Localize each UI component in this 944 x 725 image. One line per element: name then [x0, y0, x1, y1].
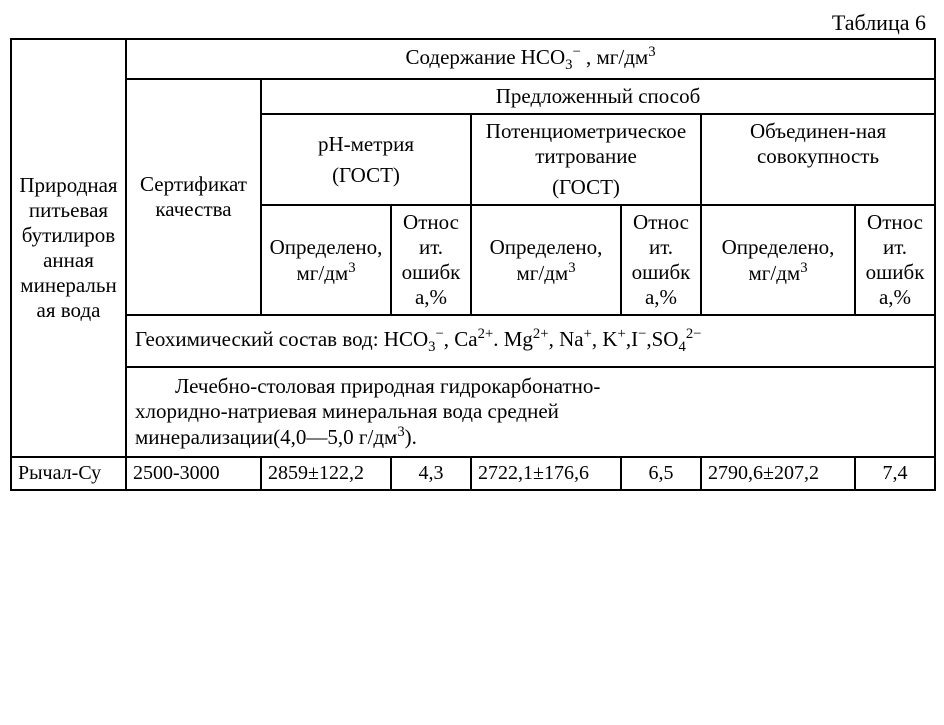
- cell-e2: 6,5: [621, 457, 701, 490]
- header-cert-text: Сертификат качества: [140, 172, 247, 221]
- row-header-water-text: Природная питьевая бутилированная минера…: [19, 173, 117, 322]
- cell-v3: 2790,6±207,2: [701, 457, 855, 490]
- cell-e3: 7,4: [855, 457, 935, 490]
- subheader-err-3: Относит. ошибка,%: [855, 205, 935, 315]
- table-caption: Таблица 6: [10, 10, 934, 36]
- geochem-row: Геохимический состав вод: HCO3−, Ca2+. M…: [126, 315, 935, 367]
- table-row: Рычал-Су 2500-3000 2859±122,2 4,3 2722,1…: [11, 457, 935, 490]
- header-main-text: Содержание HCO3− , мг/дм3: [405, 45, 655, 69]
- subheader-err-1: Относит. ошибка,%: [391, 205, 471, 315]
- cell-v1: 2859±122,2: [261, 457, 391, 490]
- header-cert: Сертификат качества: [126, 79, 261, 315]
- cell-cert: 2500-3000: [126, 457, 261, 490]
- cell-e1: 4,3: [391, 457, 471, 490]
- header-proposed: Предложенный способ: [261, 79, 935, 114]
- cell-name: Рычал-Су: [11, 457, 126, 490]
- description-row: Лечебно-столовая природная гидрокарбонат…: [126, 367, 935, 457]
- geochem-text: Геохимический состав вод: HCO3−, Ca2+. M…: [135, 327, 701, 351]
- subheader-det-1: Определено, мг/дм3: [261, 205, 391, 315]
- header-method-ph: pH-метрия (ГОСТ): [261, 114, 471, 205]
- description-text: Лечебно-столовая природная гидрокарбонат…: [135, 374, 926, 399]
- header-main: Содержание HCO3− , мг/дм3: [126, 39, 935, 79]
- header-proposed-text: Предложенный способ: [496, 84, 701, 108]
- subheader-err-2: Относит. ошибка,%: [621, 205, 701, 315]
- subheader-det-2: Определено, мг/дм3: [471, 205, 621, 315]
- data-table: Природная питьевая бутилированная минера…: [10, 38, 936, 491]
- cell-v2: 2722,1±176,6: [471, 457, 621, 490]
- row-header-water: Природная питьевая бутилированная минера…: [11, 39, 126, 457]
- header-method-combined: Объединен-ная совокупность: [701, 114, 935, 205]
- subheader-det-3: Определено, мг/дм3: [701, 205, 855, 315]
- header-method-potentiometric: Потенциометрическое титрование (ГОСТ): [471, 114, 701, 205]
